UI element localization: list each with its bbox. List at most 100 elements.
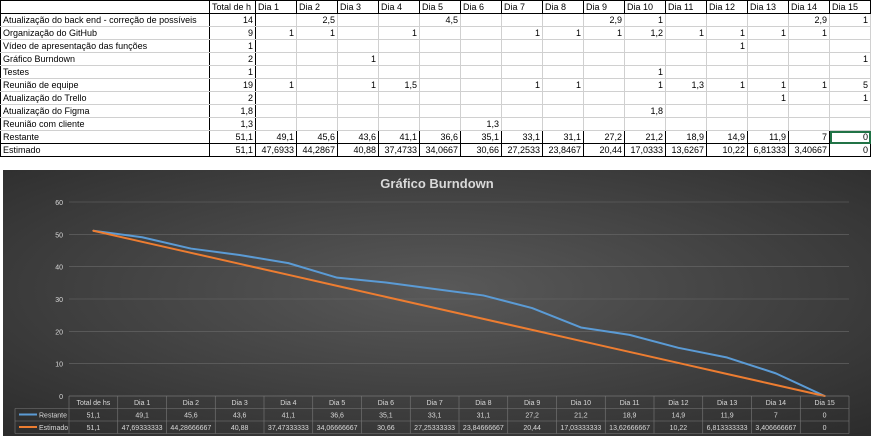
task-hours-cell[interactable]: [419, 26, 461, 40]
task-hours-cell[interactable]: [337, 39, 379, 53]
task-total-cell[interactable]: 1,8: [209, 104, 256, 118]
restante-day-cell[interactable]: 7: [788, 130, 830, 144]
restante-day-cell[interactable]: 33,1: [501, 130, 543, 144]
task-hours-cell[interactable]: 1: [378, 26, 420, 40]
task-hours-cell[interactable]: 1: [255, 26, 297, 40]
task-hours-cell[interactable]: [378, 52, 420, 66]
task-hours-cell[interactable]: 1: [706, 78, 748, 92]
task-hours-cell[interactable]: [501, 104, 543, 118]
task-total-cell[interactable]: 1,3: [209, 117, 256, 131]
task-hours-cell[interactable]: [255, 91, 297, 105]
restante-day-cell[interactable]: 31,1: [542, 130, 584, 144]
task-hours-cell[interactable]: [337, 26, 379, 40]
estimado-day-cell[interactable]: 27,2533: [501, 143, 543, 157]
task-total-cell[interactable]: 2: [209, 91, 256, 105]
task-hours-cell[interactable]: [460, 52, 502, 66]
estimado-day-cell[interactable]: 47,6933: [255, 143, 297, 157]
header-day-cell[interactable]: Dia 15: [829, 0, 871, 14]
restante-day-cell[interactable]: 45,6: [296, 130, 338, 144]
task-hours-cell[interactable]: [378, 91, 420, 105]
task-hours-cell[interactable]: [337, 117, 379, 131]
task-hours-cell[interactable]: 1: [788, 26, 830, 40]
task-hours-cell[interactable]: 1: [296, 26, 338, 40]
restante-day-cell[interactable]: 43,6: [337, 130, 379, 144]
task-name-cell[interactable]: Atualização do Trello: [0, 91, 210, 105]
task-hours-cell[interactable]: [255, 13, 297, 27]
task-hours-cell[interactable]: [419, 39, 461, 53]
task-hours-cell[interactable]: 1: [337, 78, 379, 92]
task-hours-cell[interactable]: [583, 117, 625, 131]
task-hours-cell[interactable]: 1,5: [378, 78, 420, 92]
task-hours-cell[interactable]: [501, 39, 543, 53]
task-hours-cell[interactable]: [378, 13, 420, 27]
task-hours-cell[interactable]: [542, 117, 584, 131]
task-hours-cell[interactable]: 2,9: [583, 13, 625, 27]
task-hours-cell[interactable]: [829, 104, 871, 118]
task-hours-cell[interactable]: 1: [255, 78, 297, 92]
task-hours-cell[interactable]: [583, 52, 625, 66]
task-hours-cell[interactable]: [460, 65, 502, 79]
task-name-cell[interactable]: Atualização do back end - correção de po…: [0, 13, 210, 27]
task-total-cell[interactable]: 9: [209, 26, 256, 40]
estimado-day-cell[interactable]: 20,44: [583, 143, 625, 157]
task-hours-cell[interactable]: [788, 39, 830, 53]
task-hours-cell[interactable]: [296, 65, 338, 79]
task-hours-cell[interactable]: 1: [337, 52, 379, 66]
task-hours-cell[interactable]: 1,2: [624, 26, 666, 40]
task-hours-cell[interactable]: [501, 117, 543, 131]
task-hours-cell[interactable]: [460, 91, 502, 105]
task-hours-cell[interactable]: [460, 104, 502, 118]
task-hours-cell[interactable]: [501, 52, 543, 66]
task-hours-cell[interactable]: [255, 39, 297, 53]
task-total-cell[interactable]: 19: [209, 78, 256, 92]
task-hours-cell[interactable]: 1: [542, 78, 584, 92]
restante-label-cell[interactable]: Restante: [0, 130, 210, 144]
task-total-cell[interactable]: 1: [209, 39, 256, 53]
header-day-cell[interactable]: Dia 9: [583, 0, 625, 14]
task-hours-cell[interactable]: 1: [583, 26, 625, 40]
task-hours-cell[interactable]: [583, 39, 625, 53]
header-day-cell[interactable]: Dia 6: [460, 0, 502, 14]
restante-day-cell[interactable]: 41,1: [378, 130, 420, 144]
task-hours-cell[interactable]: [788, 52, 830, 66]
task-hours-cell[interactable]: [747, 39, 789, 53]
task-hours-cell[interactable]: 1: [706, 26, 748, 40]
task-hours-cell[interactable]: [788, 104, 830, 118]
task-hours-cell[interactable]: [460, 13, 502, 27]
task-hours-cell[interactable]: [829, 26, 871, 40]
header-day-cell[interactable]: Dia 8: [542, 0, 584, 14]
task-hours-cell[interactable]: [501, 13, 543, 27]
estimado-day-cell[interactable]: 37,4733: [378, 143, 420, 157]
task-hours-cell[interactable]: [296, 39, 338, 53]
task-name-cell[interactable]: Reunião com cliente: [0, 117, 210, 131]
estimado-day-cell[interactable]: 34,0667: [419, 143, 461, 157]
task-hours-cell[interactable]: 1: [624, 65, 666, 79]
task-hours-cell[interactable]: 1: [624, 78, 666, 92]
restante-day-cell[interactable]: 49,1: [255, 130, 297, 144]
task-hours-cell[interactable]: 1,3: [460, 117, 502, 131]
task-hours-cell[interactable]: 1: [501, 78, 543, 92]
task-hours-cell[interactable]: [255, 52, 297, 66]
task-hours-cell[interactable]: [624, 117, 666, 131]
task-hours-cell[interactable]: [296, 117, 338, 131]
task-hours-cell[interactable]: [542, 39, 584, 53]
task-hours-cell[interactable]: [337, 13, 379, 27]
estimado-day-cell[interactable]: 10,22: [706, 143, 748, 157]
task-hours-cell[interactable]: [665, 39, 707, 53]
task-hours-cell[interactable]: 1: [665, 26, 707, 40]
task-hours-cell[interactable]: [542, 52, 584, 66]
task-hours-cell[interactable]: 1,8: [624, 104, 666, 118]
task-hours-cell[interactable]: 1: [542, 26, 584, 40]
task-hours-cell[interactable]: [460, 78, 502, 92]
task-hours-cell[interactable]: [747, 52, 789, 66]
restante-day-cell[interactable]: 0: [829, 130, 871, 144]
header-day-cell[interactable]: Dia 10: [624, 0, 666, 14]
task-hours-cell[interactable]: [706, 52, 748, 66]
task-hours-cell[interactable]: [665, 65, 707, 79]
task-hours-cell[interactable]: [501, 65, 543, 79]
task-hours-cell[interactable]: [419, 65, 461, 79]
header-day-cell[interactable]: Dia 7: [501, 0, 543, 14]
task-hours-cell[interactable]: [296, 52, 338, 66]
task-hours-cell[interactable]: [460, 26, 502, 40]
estimado-day-cell[interactable]: 13,6267: [665, 143, 707, 157]
